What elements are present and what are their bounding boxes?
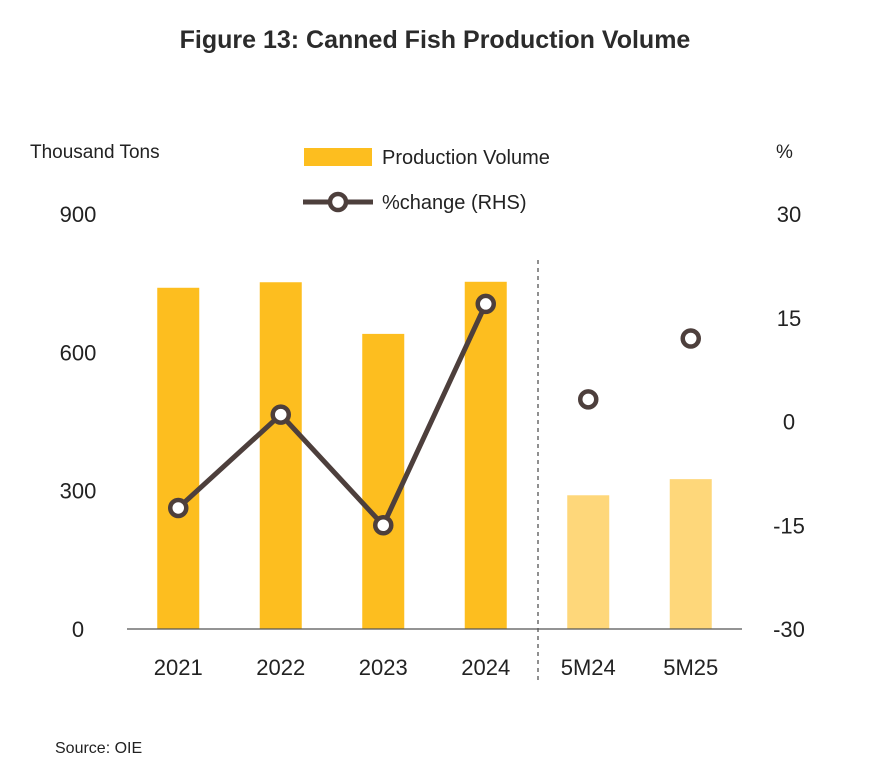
bar-2023 [362,333,405,629]
right-tick-label: 30 [777,202,801,227]
right-tick-label: -30 [773,617,805,642]
left-tick-label: 600 [60,340,97,365]
legend-label-line: %change (RHS) [382,192,527,214]
x-tick-label: 2024 [461,655,510,680]
pct-marker-2022 [270,404,291,425]
legend: Production Volume %change (RHS) [303,147,550,214]
pct-marker-2023 [373,515,394,536]
line-series [168,293,701,536]
x-tick-label: 5M24 [561,655,616,680]
x-tick-label: 5M25 [663,655,718,680]
pct-marker-2024 [475,293,496,315]
left-tick-label: 0 [72,617,84,642]
legend-label-bar: Production Volume [382,147,550,169]
bar-2022 [259,282,302,629]
pct-change-line [176,302,489,528]
pct-marker-5m24 [578,389,599,410]
right-tick-label: -15 [773,513,805,538]
bar-2021 [157,287,200,629]
left-tick-label: 300 [60,479,97,504]
source-note: Source: OIE [55,740,143,757]
bar-series [157,281,712,629]
legend-marker [327,191,349,213]
right-tick-label: 15 [777,306,801,331]
left-axis-label: Thousand Tons [30,142,160,163]
legend-swatch-bar [304,148,372,166]
bar-5m24 [567,495,610,629]
x-tick-label: 2023 [359,655,408,680]
right-axis-label: % [776,142,793,163]
right-tick-label: 0 [783,410,795,435]
x-tick-label: 2022 [256,655,305,680]
x-tick-label: 2021 [154,655,203,680]
pct-marker-5m25 [680,328,701,349]
pct-marker-2021 [168,497,189,519]
left-tick-label: 900 [60,202,97,227]
axis-tick-labels: 900 600 300 0 30 15 0 -15 -30 2021 2022 2023 2024 5M2… [60,202,805,680]
chart-title: Figure 13: Canned Fish Production Volume [179,26,691,54]
bar-5m25 [669,479,712,629]
